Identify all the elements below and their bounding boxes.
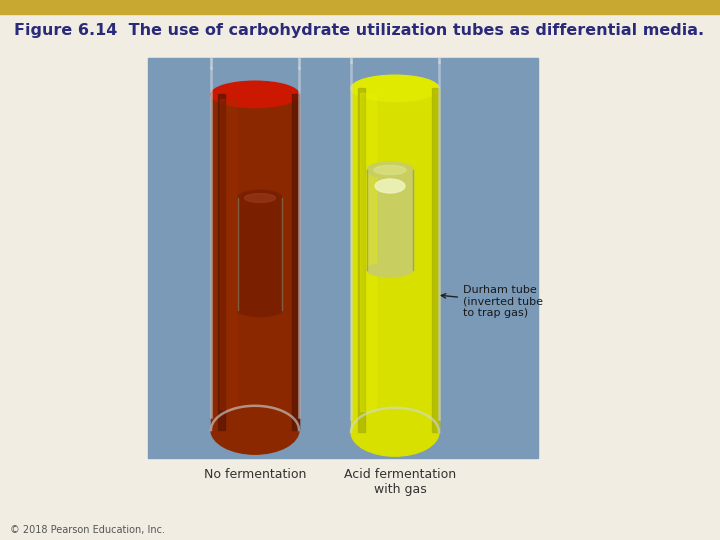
Bar	[218, 94, 225, 430]
Ellipse shape	[238, 190, 282, 206]
Text: Durham tube
(inverted tube
to trap gas): Durham tube (inverted tube to trap gas)	[441, 285, 543, 318]
Text: Acid fermentation
with gas: Acid fermentation with gas	[344, 468, 456, 496]
Bar	[148, 58, 538, 458]
Bar	[432, 89, 439, 432]
Bar	[220, 99, 236, 409]
Bar	[238, 198, 282, 310]
Bar	[211, 94, 299, 430]
Ellipse shape	[211, 406, 299, 454]
Ellipse shape	[367, 263, 413, 277]
Bar	[367, 170, 413, 270]
Ellipse shape	[351, 75, 439, 102]
Text: © 2018 Pearson Education, Inc.: © 2018 Pearson Education, Inc.	[10, 525, 165, 535]
Bar	[360, 93, 376, 410]
Ellipse shape	[238, 303, 282, 316]
Bar	[292, 94, 299, 430]
Bar	[351, 89, 439, 432]
Ellipse shape	[351, 408, 439, 456]
Text: Figure 6.14  The use of carbohydrate utilization tubes as differential media.: Figure 6.14 The use of carbohydrate util…	[14, 23, 704, 37]
Ellipse shape	[375, 179, 405, 193]
Text: No fermentation: No fermentation	[204, 468, 306, 481]
Ellipse shape	[245, 194, 275, 202]
Ellipse shape	[367, 162, 413, 178]
Ellipse shape	[211, 81, 299, 107]
Bar	[0, 0, 720, 14]
Bar	[358, 89, 365, 432]
Ellipse shape	[374, 165, 406, 174]
